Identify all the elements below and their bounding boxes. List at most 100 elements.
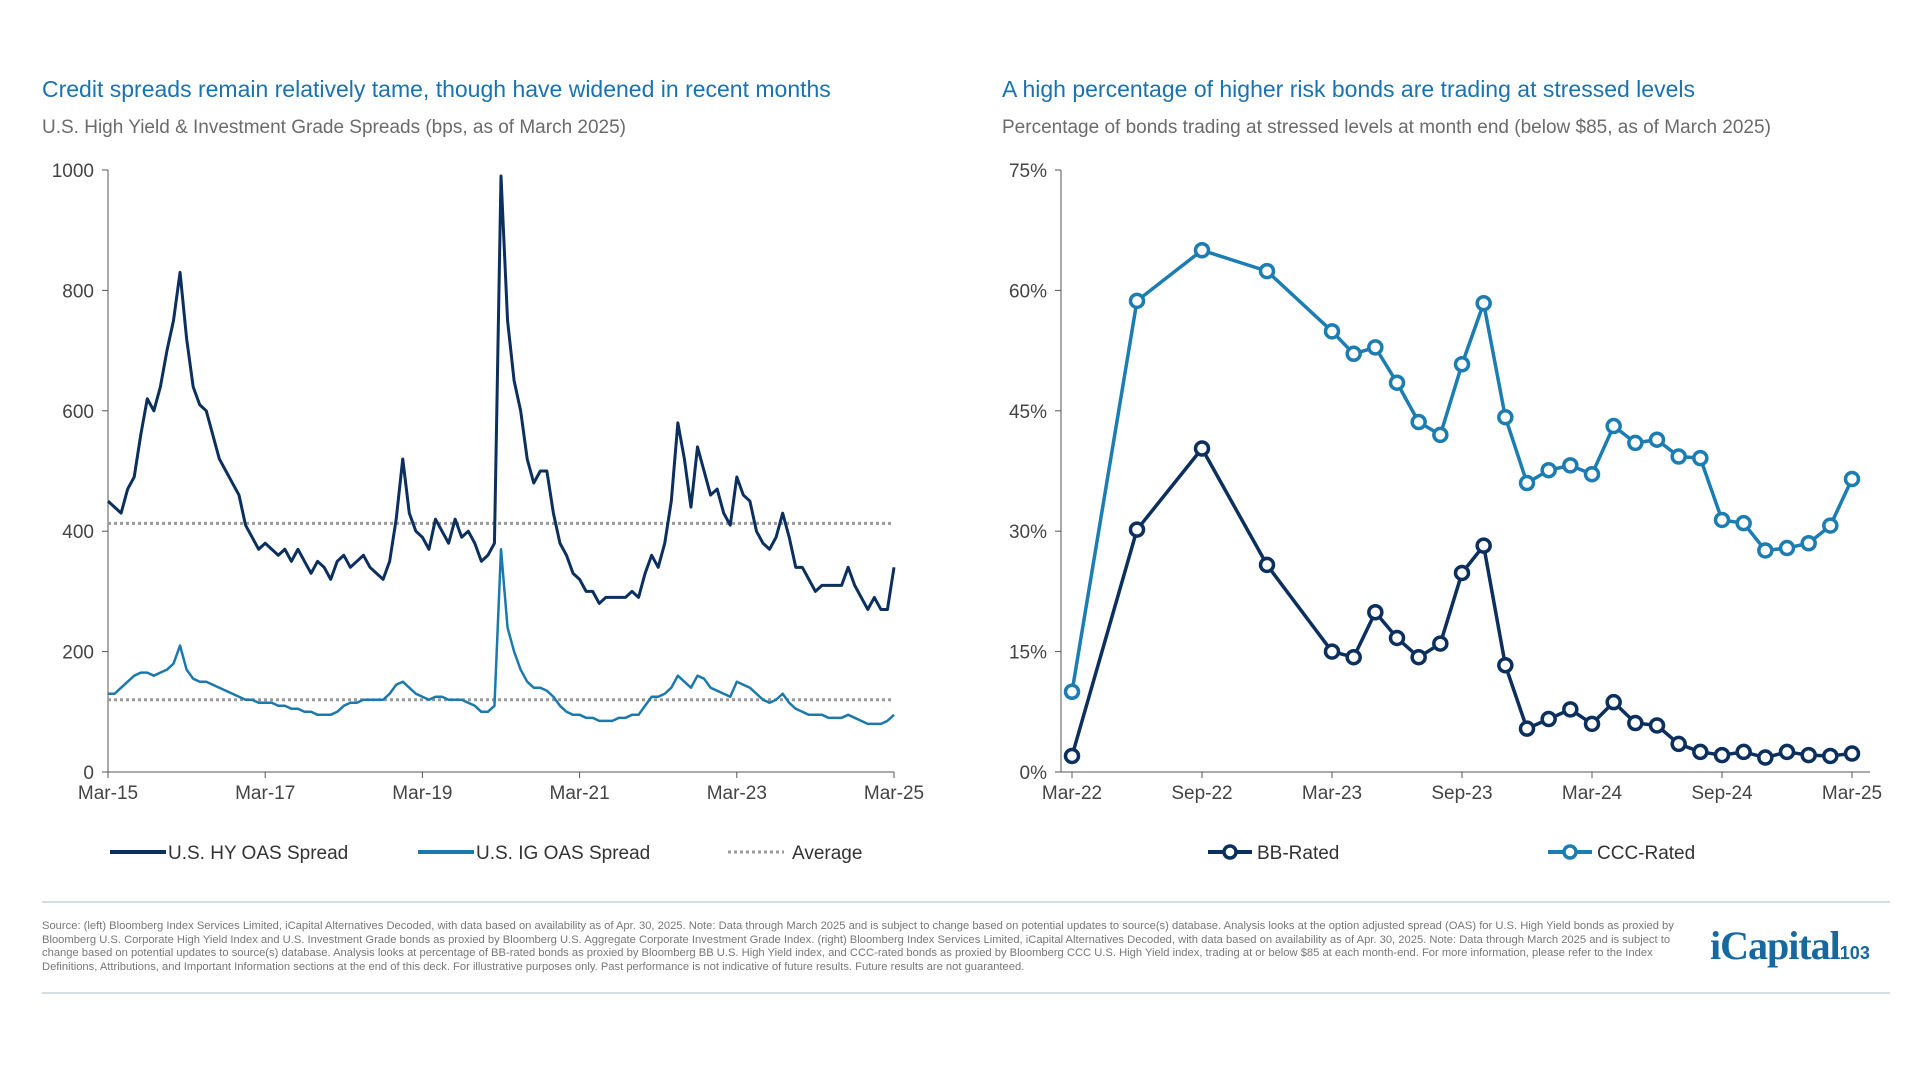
x-tick-label: Mar-22 xyxy=(1042,783,1102,804)
bb-point-Mar-25 xyxy=(1843,745,1861,762)
ccc-point-Jan-25 xyxy=(1800,534,1817,552)
bb-point-Mar-23 xyxy=(1323,643,1341,660)
bb-point-Sep-22 xyxy=(1193,440,1211,457)
ccc-point-Jan-24 xyxy=(1540,461,1557,479)
legend-marker xyxy=(1562,844,1578,860)
x-tick-label: Mar-19 xyxy=(392,783,452,804)
legend-label: BB-Rated xyxy=(1257,843,1339,864)
legend-label: CCC-Rated xyxy=(1597,843,1695,864)
bb-point-Aug-24 xyxy=(1692,743,1709,761)
ccc-point-Mar-25 xyxy=(1843,470,1861,488)
x-tick-label: Mar-21 xyxy=(550,783,610,804)
right-chart-subtitle: Percentage of bonds trading at stressed … xyxy=(1002,117,1771,138)
ccc-point-Mar-24 xyxy=(1583,465,1601,483)
legend-marker xyxy=(1222,844,1238,860)
x-tick-label: Mar-15 xyxy=(78,783,138,804)
x-tick-label: Sep-23 xyxy=(1431,783,1492,804)
source-footnote: Source: (left) Bloomberg Index Services … xyxy=(42,920,1674,973)
bb-point-Aug-23 xyxy=(1432,635,1449,652)
y-tick-label: 400 xyxy=(62,522,94,543)
legend-label: Average xyxy=(792,843,862,864)
left-chart-subtitle: U.S. High Yield & Investment Grade Sprea… xyxy=(42,117,627,138)
ccc-point-Sep-23 xyxy=(1453,355,1471,373)
y-tick-label: 800 xyxy=(62,281,94,302)
x-tick-label: Mar-25 xyxy=(864,783,924,804)
legend-label: U.S. IG OAS Spread xyxy=(476,843,650,864)
y-tick-label: 0% xyxy=(1020,763,1048,784)
bb-point-Oct-24 xyxy=(1735,743,1752,761)
bb-point-Dec-24 xyxy=(1778,743,1796,761)
ccc-point-Nov-23 xyxy=(1497,408,1514,426)
bb-point-May-23 xyxy=(1367,604,1384,621)
ccc-point-Oct-23 xyxy=(1475,294,1492,312)
y-tick-label: 45% xyxy=(1009,402,1047,423)
ccc-point-Nov-24 xyxy=(1757,542,1774,559)
ccc-point-Dec-24 xyxy=(1778,539,1796,557)
divider-top xyxy=(42,901,1890,903)
bb-point-Jun-24 xyxy=(1648,717,1666,734)
y-tick-label: 600 xyxy=(62,402,94,423)
bb-point-Dec-23 xyxy=(1518,720,1536,737)
bb-point-Jan-25 xyxy=(1800,746,1817,764)
bb-point-Jan-24 xyxy=(1540,710,1557,728)
y-tick-label: 60% xyxy=(1009,281,1047,302)
page-number: 103 xyxy=(1839,943,1870,963)
y-tick-label: 200 xyxy=(62,643,94,664)
x-tick-label: Mar-17 xyxy=(235,783,295,804)
ccc-point-Apr-23 xyxy=(1345,345,1362,363)
ccc-point-Jun-22 xyxy=(1128,292,1146,310)
y-tick-label: 15% xyxy=(1009,643,1047,664)
hy-spread-line xyxy=(106,174,896,611)
x-tick-label: Mar-25 xyxy=(1822,783,1882,804)
bb-point-Feb-25 xyxy=(1822,747,1839,765)
ccc-point-May-24 xyxy=(1627,434,1644,452)
legend-label: U.S. HY OAS Spread xyxy=(168,843,348,864)
ccc-point-Dec-22 xyxy=(1258,262,1276,280)
bb-point-Jul-24 xyxy=(1670,735,1687,753)
icapital-logo: iCapital103 xyxy=(1710,922,1870,969)
ccc-point-Aug-24 xyxy=(1692,449,1709,467)
bb-point-Sep-24 xyxy=(1713,746,1731,764)
ccc-point-Oct-24 xyxy=(1735,514,1752,532)
ccc-point-Jun-24 xyxy=(1648,431,1666,448)
bb-point-Jun-22 xyxy=(1128,521,1146,538)
left-chart-title: Credit spreads remain relatively tame, t… xyxy=(42,76,831,102)
right-chart-title: A high percentage of higher risk bonds a… xyxy=(1002,76,1695,102)
bb-point-Mar-24 xyxy=(1583,715,1601,733)
ccc-point-Sep-24 xyxy=(1713,511,1731,529)
bb-point-Mar-22 xyxy=(1063,747,1081,765)
ccc-point-Aug-23 xyxy=(1432,426,1449,444)
bb-point-Apr-23 xyxy=(1345,648,1362,666)
ccc-point-Dec-23 xyxy=(1518,474,1536,492)
bb-point-Dec-22 xyxy=(1258,556,1276,574)
logo-text: iCapital xyxy=(1710,923,1841,968)
bb-point-Apr-24 xyxy=(1605,693,1622,711)
bb-point-Nov-24 xyxy=(1757,749,1774,766)
ig-spread-line xyxy=(108,548,895,726)
ccc-rated-line xyxy=(1070,248,1854,693)
bb-point-Feb-24 xyxy=(1562,701,1579,718)
ccc-point-Mar-23 xyxy=(1323,323,1341,340)
ccc-point-Apr-24 xyxy=(1605,417,1622,435)
y-tick-label: 75% xyxy=(1009,161,1047,182)
bb-point-May-24 xyxy=(1627,714,1644,732)
x-tick-label: Mar-23 xyxy=(707,783,767,804)
ccc-point-Jun-23 xyxy=(1388,374,1406,391)
ccc-point-May-23 xyxy=(1367,339,1384,356)
x-tick-label: Sep-22 xyxy=(1171,783,1232,804)
y-tick-label: 30% xyxy=(1009,522,1047,543)
y-tick-label: 0 xyxy=(83,763,94,784)
x-tick-label: Mar-23 xyxy=(1302,783,1362,804)
bb-point-Oct-23 xyxy=(1475,537,1492,554)
x-tick-label: Mar-24 xyxy=(1562,783,1623,804)
y-tick-label: 1000 xyxy=(52,161,94,182)
divider-bottom xyxy=(42,992,1890,994)
bb-point-Jul-23 xyxy=(1410,648,1427,666)
bb-point-Sep-23 xyxy=(1453,564,1471,582)
bb-rated-line xyxy=(1070,446,1853,760)
ccc-point-Feb-24 xyxy=(1562,457,1579,474)
ccc-point-Feb-25 xyxy=(1822,517,1839,534)
ccc-point-Sep-22 xyxy=(1193,242,1211,259)
ccc-point-Jul-23 xyxy=(1410,413,1427,431)
